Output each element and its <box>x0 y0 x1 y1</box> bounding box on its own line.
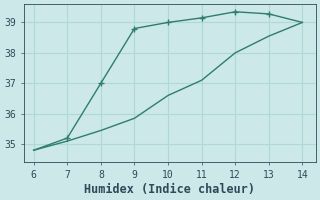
X-axis label: Humidex (Indice chaleur): Humidex (Indice chaleur) <box>84 183 255 196</box>
